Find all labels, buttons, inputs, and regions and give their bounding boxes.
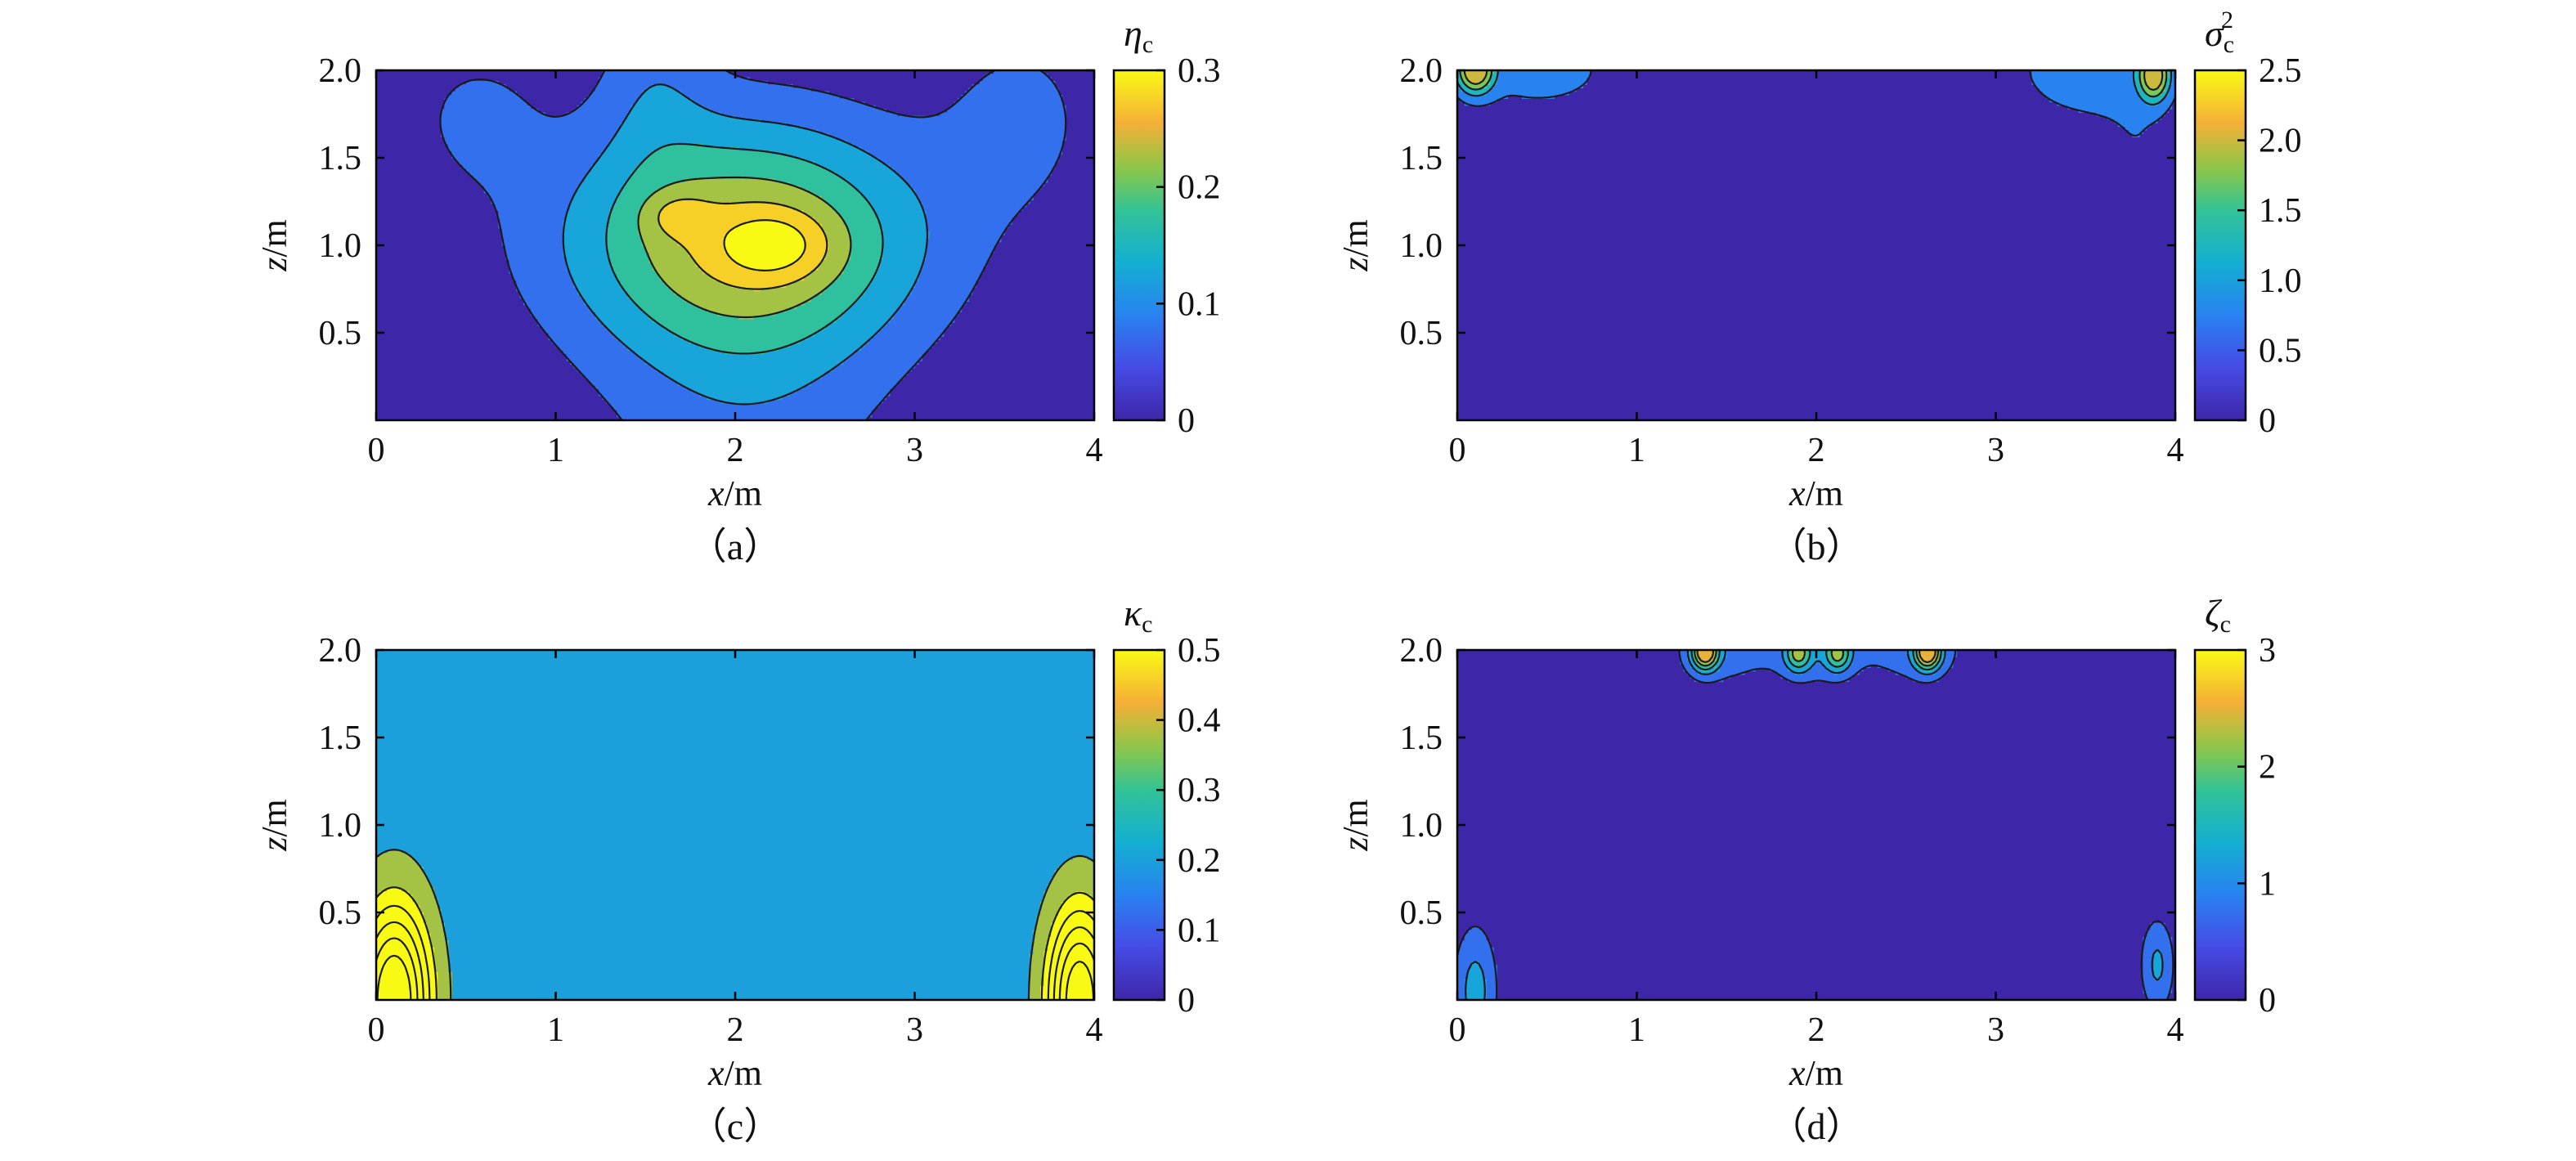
x-tick-label: 1 [547,432,564,469]
colorbar-tick-label: 0.2 [1178,842,1221,880]
y-tick-label: 1.0 [319,807,362,845]
x-tick-label: 3 [1987,1011,2004,1049]
colorbar-tick-label: 1 [2259,865,2276,903]
y-tick-label: 1.0 [1400,227,1443,265]
colorbar-label: ηc [1124,12,1153,58]
colorbar-tick-label: 0 [2259,982,2276,1020]
x-axis-label: x/m [707,473,762,513]
contour-fill [376,650,1095,1001]
colorbar-tick-label: 0.3 [1178,52,1221,90]
panel-b: 0 1 2 3 4 0.5 1.0 1.5 2.0 x/m z/m （b） 0 0.5 1.0 1.5 2.0 2… [1335,7,2302,567]
colorbar: 0 0.1 0.2 0.3 ηc [1114,12,1221,440]
x-tick-label: 1 [1628,432,1645,469]
panel-c: 0 1 2 3 40.51.01.52.0x/mz/m（c）00.10.20.30.40… [254,592,1221,1147]
colorbar-tick-label: 1.0 [2259,262,2302,300]
colorbar-gradient [1114,650,1165,1000]
colorbar-tick-label: 2.5 [2259,52,2302,90]
contour-band-0 [376,650,1095,1001]
y-tick-label: 0.5 [319,315,362,352]
colorbar-tick-label: 0.1 [1178,285,1221,323]
x-tick-label: 2 [1808,1011,1825,1049]
x-tick-label: 0 [1449,1011,1466,1049]
colorbar-tick-label: 0 [2259,402,2276,440]
colorbar: 0 0.5 1.0 1.5 2.0 2.5 σc2 [2195,7,2302,440]
colorbar-gradient [2195,650,2246,1000]
colorbar: 0 1 2 3 ζc [2195,592,2276,1020]
colorbar-tick-label: 2.0 [2259,123,2302,160]
x-tick-label: 2 [727,432,744,469]
contour-fill [376,70,1095,421]
colorbar-tick-label: 0.1 [1178,912,1221,949]
panel-caption: （a） [689,526,781,567]
x-tick-label: 2 [1808,432,1825,469]
x-tick-label: 2 [727,1011,744,1049]
colorbar-tick-label: 1.5 [2259,192,2302,230]
y-tick-label: 2.0 [1400,632,1443,670]
y-tick-label: 1.5 [319,140,362,177]
x-axis-label: x/m [1788,1053,1843,1093]
y-tick-label: 2.0 [319,52,362,90]
y-axis-label: z/m [1335,799,1376,852]
x-tick-label: 1 [547,1011,564,1049]
y-tick-label: 1.5 [1400,719,1443,757]
x-tick-label: 3 [906,1011,923,1049]
y-tick-label: 1.5 [319,719,362,757]
x-tick-label: 3 [906,432,923,469]
y-axis-label: z/m [1335,219,1376,272]
panel-caption: （d） [1770,1105,1864,1147]
panel-caption: （b） [1770,526,1864,567]
colorbar-gradient [1114,70,1165,420]
colorbar-tick-label: 0.5 [1178,632,1221,670]
panel-caption: （c） [689,1105,781,1147]
colorbar-tick-label: 0.2 [1178,169,1221,207]
x-tick-label: 4 [1086,432,1103,469]
colorbar-tick-label: 0 [1178,982,1195,1020]
x-tick-label: 0 [368,432,385,469]
y-axis-label: z/m [254,219,294,272]
y-tick-label: 2.0 [1400,52,1443,90]
colorbar-label: σc2 [2205,7,2234,58]
panel-a: 0 1 2 3 4 0.5 1.0 1.5 2.0 x/m z/m （a） 0 0.1 0.2 0.3 ηc [254,12,1221,567]
colorbar-label: ζc [2205,592,2231,638]
y-tick-label: 1.0 [319,227,362,265]
colorbar-tick-label: 0.5 [2259,332,2302,370]
colorbar-gradient [2195,70,2246,420]
colorbar-label: κc [1124,592,1152,638]
panel-d: 0 1 2 3 4 0.5 1.0 1.5 2.0 x/m z/m （d） 0 1 2 3 ζc [1335,592,2276,1147]
x-axis-label: x/m [707,1053,762,1093]
y-tick-label: 1.0 [1400,807,1443,845]
contour-band-0 [1457,70,2176,421]
y-tick-label: 0.5 [1400,894,1443,932]
colorbar-tick-label: 0 [1178,402,1195,440]
contour-band-0 [1457,650,2176,1001]
y-tick-label: 0.5 [1400,315,1443,352]
y-tick-label: 1.5 [1400,140,1443,177]
x-axis-label: x/m [1788,473,1843,513]
colorbar-tick-label: 3 [2259,632,2276,670]
y-axis-label: z/m [254,799,294,852]
contour-fill [1457,70,2176,421]
contour-fill [1457,650,2176,1001]
x-tick-label: 3 [1987,432,2004,469]
x-tick-label: 4 [1086,1011,1103,1049]
x-tick-label: 4 [2167,1011,2184,1049]
y-tick-label: 2.0 [319,632,362,670]
x-tick-label: 0 [1449,432,1466,469]
x-tick-label: 0 [368,1011,385,1049]
x-tick-label: 4 [2167,432,2184,469]
y-tick-label: 0.5 [319,894,362,932]
colorbar-tick-label: 0.4 [1178,702,1221,740]
x-tick-label: 1 [1628,1011,1645,1049]
colorbar-tick-label: 2 [2259,749,2276,787]
colorbar-tick-label: 0.3 [1178,772,1221,809]
colorbar: 0 0.1 0.2 0.3 0.4 0.5 κc [1114,592,1221,1020]
